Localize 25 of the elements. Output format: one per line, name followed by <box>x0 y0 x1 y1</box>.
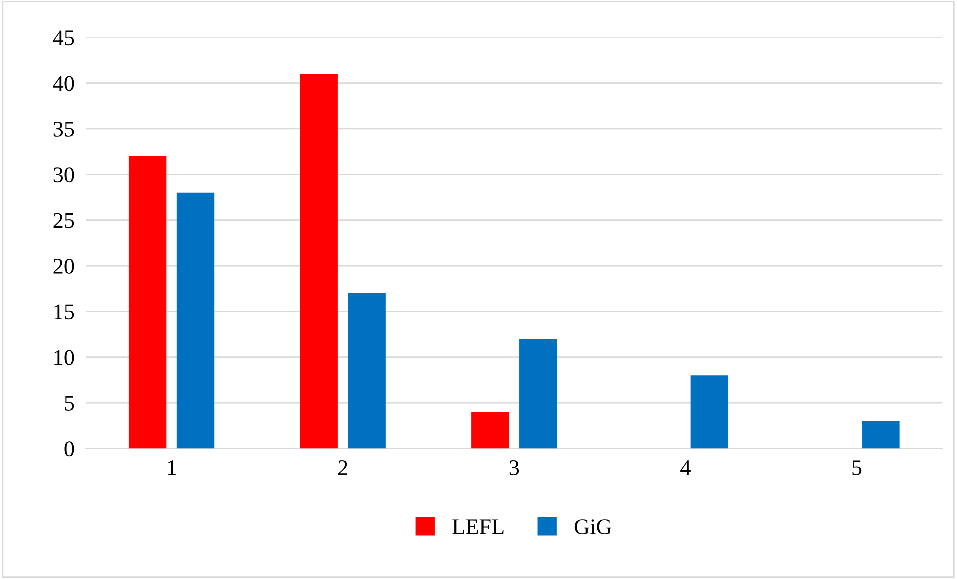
bar <box>128 156 167 449</box>
y-tick-label: 5 <box>65 396 74 411</box>
x-tick-label: 4 <box>680 460 691 476</box>
bar <box>176 192 215 449</box>
bar <box>520 339 558 449</box>
legend-label: LEFL <box>452 520 504 534</box>
x-tick-label: 3 <box>510 460 520 476</box>
x-tick-label: 5 <box>852 460 862 476</box>
bar <box>348 293 386 449</box>
y-tick-label: 40 <box>53 76 74 92</box>
x-tick-label: 2 <box>338 460 348 476</box>
bar <box>690 376 729 449</box>
bar <box>472 412 510 449</box>
y-tick-label: 15 <box>54 304 74 320</box>
y-tick-label: 10 <box>54 350 74 366</box>
bar <box>300 74 338 449</box>
y-tick-label: 35 <box>54 122 74 137</box>
x-tick-label: 1 <box>168 460 176 476</box>
y-tick-label: 0 <box>64 442 74 457</box>
y-tick-label: 20 <box>54 258 74 274</box>
y-tick-label: 30 <box>54 168 74 183</box>
legend-label: GiG <box>574 520 612 534</box>
y-tick-label: 25 <box>54 213 74 228</box>
y-tick-label: 45 <box>53 30 74 46</box>
bar <box>862 421 900 449</box>
